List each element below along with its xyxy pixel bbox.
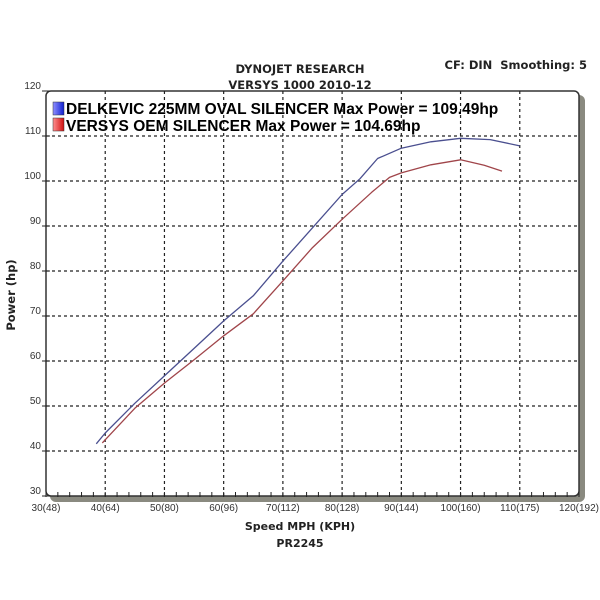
x-tick-label: 40(64) [91,503,120,514]
y-tick-label: 120 [24,81,41,92]
chart-title: DYNOJET RESEARCH [235,62,364,76]
chart-footer: PR2245 [276,537,323,550]
y-tick-label: 100 [24,171,41,182]
plot-area [45,90,580,497]
chart-info: CF: DIN Smoothing: 5 [445,58,587,72]
x-tick-label: 60(96) [209,503,238,514]
y-axis-label: Power (hp) [4,259,18,330]
x-tick-label: 100(160) [441,503,481,514]
series-line-oem [101,159,503,444]
chart-subtitle: VERSYS 1000 2010-12 [228,78,371,92]
y-tick-label: 90 [30,216,42,227]
x-axis-label: Speed MPH (KPH) [245,520,355,533]
x-tick-label: 120(192) [559,503,599,514]
y-tick-label: 80 [30,261,42,272]
y-tick-label: 40 [30,441,42,452]
x-tick-label: 90(144) [384,503,418,514]
series-line-delkevic [95,137,520,445]
legend-swatch-delkevic [52,101,65,116]
y-tick-label: 110 [25,126,41,137]
y-tick-label: 30 [30,486,42,497]
legend-label-delkevic: DELKEVIC 225MM OVAL SILENCER Max Power =… [66,101,498,118]
legend-swatch-oem [52,117,65,132]
x-tick-label: 30(48) [32,503,61,514]
x-tick-label: 70(112) [266,503,300,514]
legend-label-oem: VERSYS OEM SILENCER Max Power = 104.69hp [66,118,420,135]
x-tick-label: 50(80) [150,503,179,514]
y-tick-label: 70 [30,306,42,317]
x-tick-label: 110(175) [500,503,539,514]
y-tick-label: 60 [30,351,42,362]
y-tick-label: 50 [30,396,42,407]
x-tick-label: 80(128) [325,503,359,514]
